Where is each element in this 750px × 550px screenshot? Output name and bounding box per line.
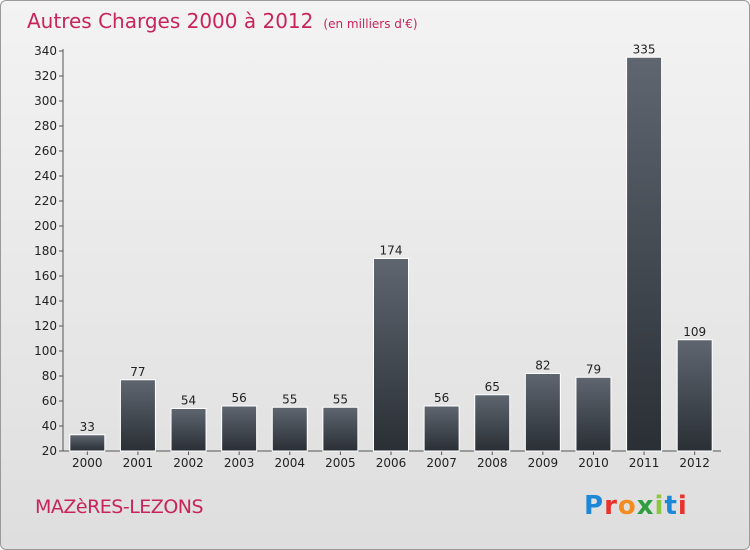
bar [423,405,460,452]
y-tick-label: 20 [42,444,57,458]
x-tick-label: 2007 [426,456,457,470]
x-tick-label: 2001 [123,456,154,470]
y-tick-label: 200 [34,219,57,233]
bar-value-label: 335 [633,42,656,56]
logo-letter: r [604,491,618,521]
y-tick-label: 240 [34,169,57,183]
bar-value-label: 82 [535,359,550,373]
bar [221,405,258,452]
title-text: Autres Charges 2000 à 2012 [27,9,314,33]
bar [119,379,156,452]
y-tick-label: 80 [42,369,57,383]
x-tick-label: 2002 [173,456,204,470]
x-tick-label: 2004 [274,456,305,470]
bar-value-label: 109 [683,325,706,339]
logo-letter: o [617,491,637,521]
bar [524,373,561,452]
y-tick-label: 280 [34,119,57,133]
bar [170,408,207,452]
y-tick-label: 220 [34,194,57,208]
bar-value-label: 56 [434,391,449,405]
bar-value-label: 54 [181,394,196,408]
logo-letter: i [654,491,665,521]
y-tick-label: 180 [34,244,57,258]
logo-letter: x [636,491,655,521]
bar-value-label: 33 [80,420,95,434]
y-tick-label: 260 [34,144,57,158]
bar [271,406,308,452]
x-tick-label: 2009 [528,456,559,470]
bar-value-label: 65 [485,380,500,394]
bar [373,258,409,452]
y-tick-label: 340 [34,44,57,58]
bar [626,56,663,452]
logo-letter: t [664,491,678,521]
bar [322,406,359,452]
bar-value-label: 55 [282,392,297,406]
x-tick-label: 2000 [72,456,103,470]
x-tick-label: 2010 [578,456,609,470]
y-tick-label: 320 [34,69,57,83]
bar [676,339,713,452]
bar [69,434,106,452]
x-tick-label: 2006 [376,456,407,470]
y-tick-label: 40 [42,419,57,433]
title-unit: (en milliers d'€) [323,17,418,31]
x-tick-label: 2005 [325,456,356,470]
bar-value-label: 174 [380,244,403,258]
x-tick-label: 2008 [477,456,508,470]
logo-letter: P [584,491,605,521]
y-tick-label: 60 [42,394,57,408]
proxiti-logo: Proxiti [584,491,688,521]
x-tick-label: 2011 [629,456,660,470]
bar-value-label: 56 [232,391,247,405]
bar [474,394,511,452]
y-tick-label: 120 [34,319,57,333]
y-tick-label: 160 [34,269,57,283]
y-tick-label: 100 [34,344,57,358]
y-tick-label: 140 [34,294,57,308]
chart-title: Autres Charges 2000 à 2012 (en milliers d… [27,9,418,33]
bar-value-label: 55 [333,392,348,406]
x-tick-label: 2003 [224,456,255,470]
town-name: MAZèRES-LEZONS [35,496,204,518]
bar-value-label: 77 [130,365,145,379]
logo-letter: i [677,491,688,521]
x-tick-label: 2012 [679,456,710,470]
bar [575,376,612,452]
bar-value-label: 79 [586,362,601,376]
y-tick-label: 300 [34,94,57,108]
